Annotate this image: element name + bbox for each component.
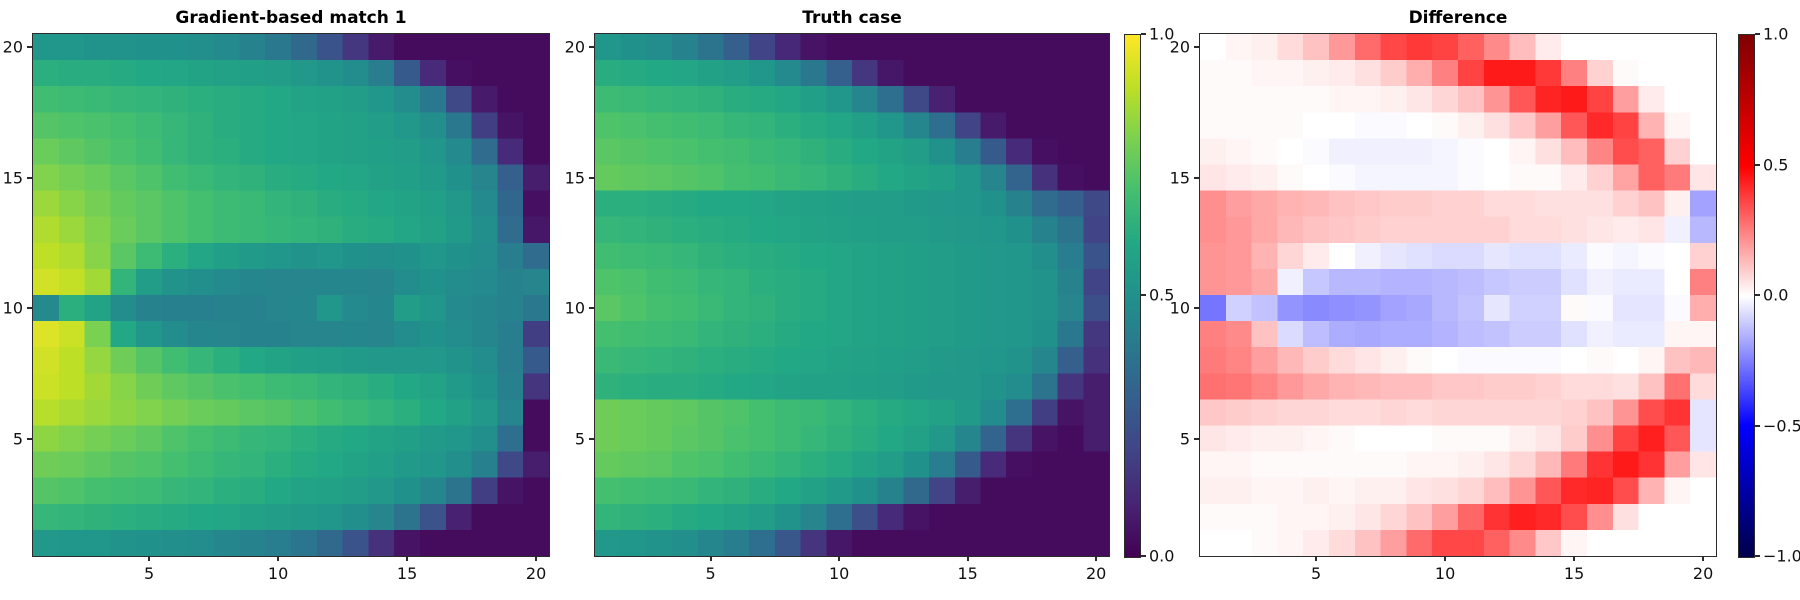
colorbar-tick-label: 0.5 xyxy=(1763,155,1789,174)
x-tick-label: 20 xyxy=(1692,564,1714,583)
y-tick-mark xyxy=(27,176,32,179)
heatmap-difference xyxy=(1199,33,1717,557)
y-tick-mark xyxy=(27,46,32,49)
colorbar-tick-mark xyxy=(1755,294,1760,296)
x-tick-mark xyxy=(838,556,841,561)
x-tick-mark xyxy=(709,556,712,561)
y-tick-label: 5 xyxy=(12,429,23,449)
y-tick-label: 10 xyxy=(564,298,585,318)
y-tick-mark xyxy=(1194,437,1199,440)
x-tick-label: 20 xyxy=(525,564,547,583)
colorbar-viridis xyxy=(1124,34,1141,558)
panel-title-difference: Difference xyxy=(1408,8,1508,28)
x-tick-mark xyxy=(1444,556,1447,561)
x-tick-mark xyxy=(1095,556,1098,561)
x-tick-mark xyxy=(1702,556,1705,561)
y-tick-label: 5 xyxy=(1179,429,1190,449)
colorbar-seismic xyxy=(1738,34,1755,558)
colorbar-tick-mark xyxy=(1755,33,1760,35)
x-tick-label: 10 xyxy=(1434,564,1456,583)
x-tick-mark xyxy=(1315,556,1318,561)
colorbar-tick-mark xyxy=(1141,555,1146,557)
colorbar-tick-mark xyxy=(1141,294,1146,296)
y-tick-label: 15 xyxy=(2,168,23,188)
y-tick-mark xyxy=(1194,46,1199,49)
colorbar-tick-label: 0.5 xyxy=(1149,285,1175,305)
x-tick-label: 15 xyxy=(957,564,978,583)
x-tick-mark xyxy=(277,556,280,561)
colorbar-tick-label: 0.0 xyxy=(1763,285,1789,305)
y-tick-mark xyxy=(27,437,32,440)
x-tick-label: 15 xyxy=(1563,564,1585,583)
x-tick-label: 15 xyxy=(396,564,418,583)
y-tick-mark xyxy=(589,176,594,179)
y-tick-label: 10 xyxy=(1169,298,1190,318)
heatmap-gradient-based-match-1 xyxy=(32,33,550,557)
y-tick-mark xyxy=(589,46,594,49)
y-tick-label: 10 xyxy=(2,298,23,318)
x-tick-label: 5 xyxy=(1311,564,1322,583)
panel-title-truth-case: Truth case xyxy=(802,8,902,28)
y-tick-mark xyxy=(589,437,594,440)
x-tick-mark xyxy=(966,556,969,561)
colorbar-tick-mark xyxy=(1755,424,1760,427)
y-tick-label: 15 xyxy=(564,168,585,188)
y-tick-mark xyxy=(27,307,32,310)
y-tick-label: 15 xyxy=(1169,168,1190,188)
colorbar-tick-label: 1.0 xyxy=(1149,24,1175,44)
colorbar-tick-label: 1.0 xyxy=(1763,24,1789,44)
x-tick-label: 20 xyxy=(1085,564,1107,583)
y-tick-label: 20 xyxy=(564,37,585,57)
x-tick-label: 10 xyxy=(828,564,850,583)
x-tick-mark xyxy=(1573,556,1576,561)
y-tick-mark xyxy=(1194,176,1199,179)
x-tick-mark xyxy=(535,556,538,561)
heatmap-truth-case xyxy=(594,33,1110,557)
x-tick-mark xyxy=(406,556,409,561)
x-tick-label: 10 xyxy=(267,564,289,583)
y-tick-label: 20 xyxy=(1169,37,1190,57)
y-tick-label: 5 xyxy=(574,429,585,449)
y-tick-mark xyxy=(589,307,594,310)
colorbar-tick-mark xyxy=(1755,163,1760,166)
panel-title-gradient-based-match-1: Gradient-based match 1 xyxy=(175,8,407,28)
y-tick-label: 20 xyxy=(2,37,23,57)
colorbar-tick-mark xyxy=(1755,555,1760,557)
x-tick-mark xyxy=(148,556,151,561)
x-tick-label: 5 xyxy=(144,564,155,583)
colorbar-tick-label: 0.0 xyxy=(1149,546,1175,566)
colorbar-tick-mark xyxy=(1141,33,1146,35)
y-tick-mark xyxy=(1194,307,1199,310)
x-tick-label: 5 xyxy=(705,564,716,583)
colorbar-tick-label: −1.0 xyxy=(1763,546,1800,566)
colorbar-tick-label: −0.5 xyxy=(1763,416,1800,435)
